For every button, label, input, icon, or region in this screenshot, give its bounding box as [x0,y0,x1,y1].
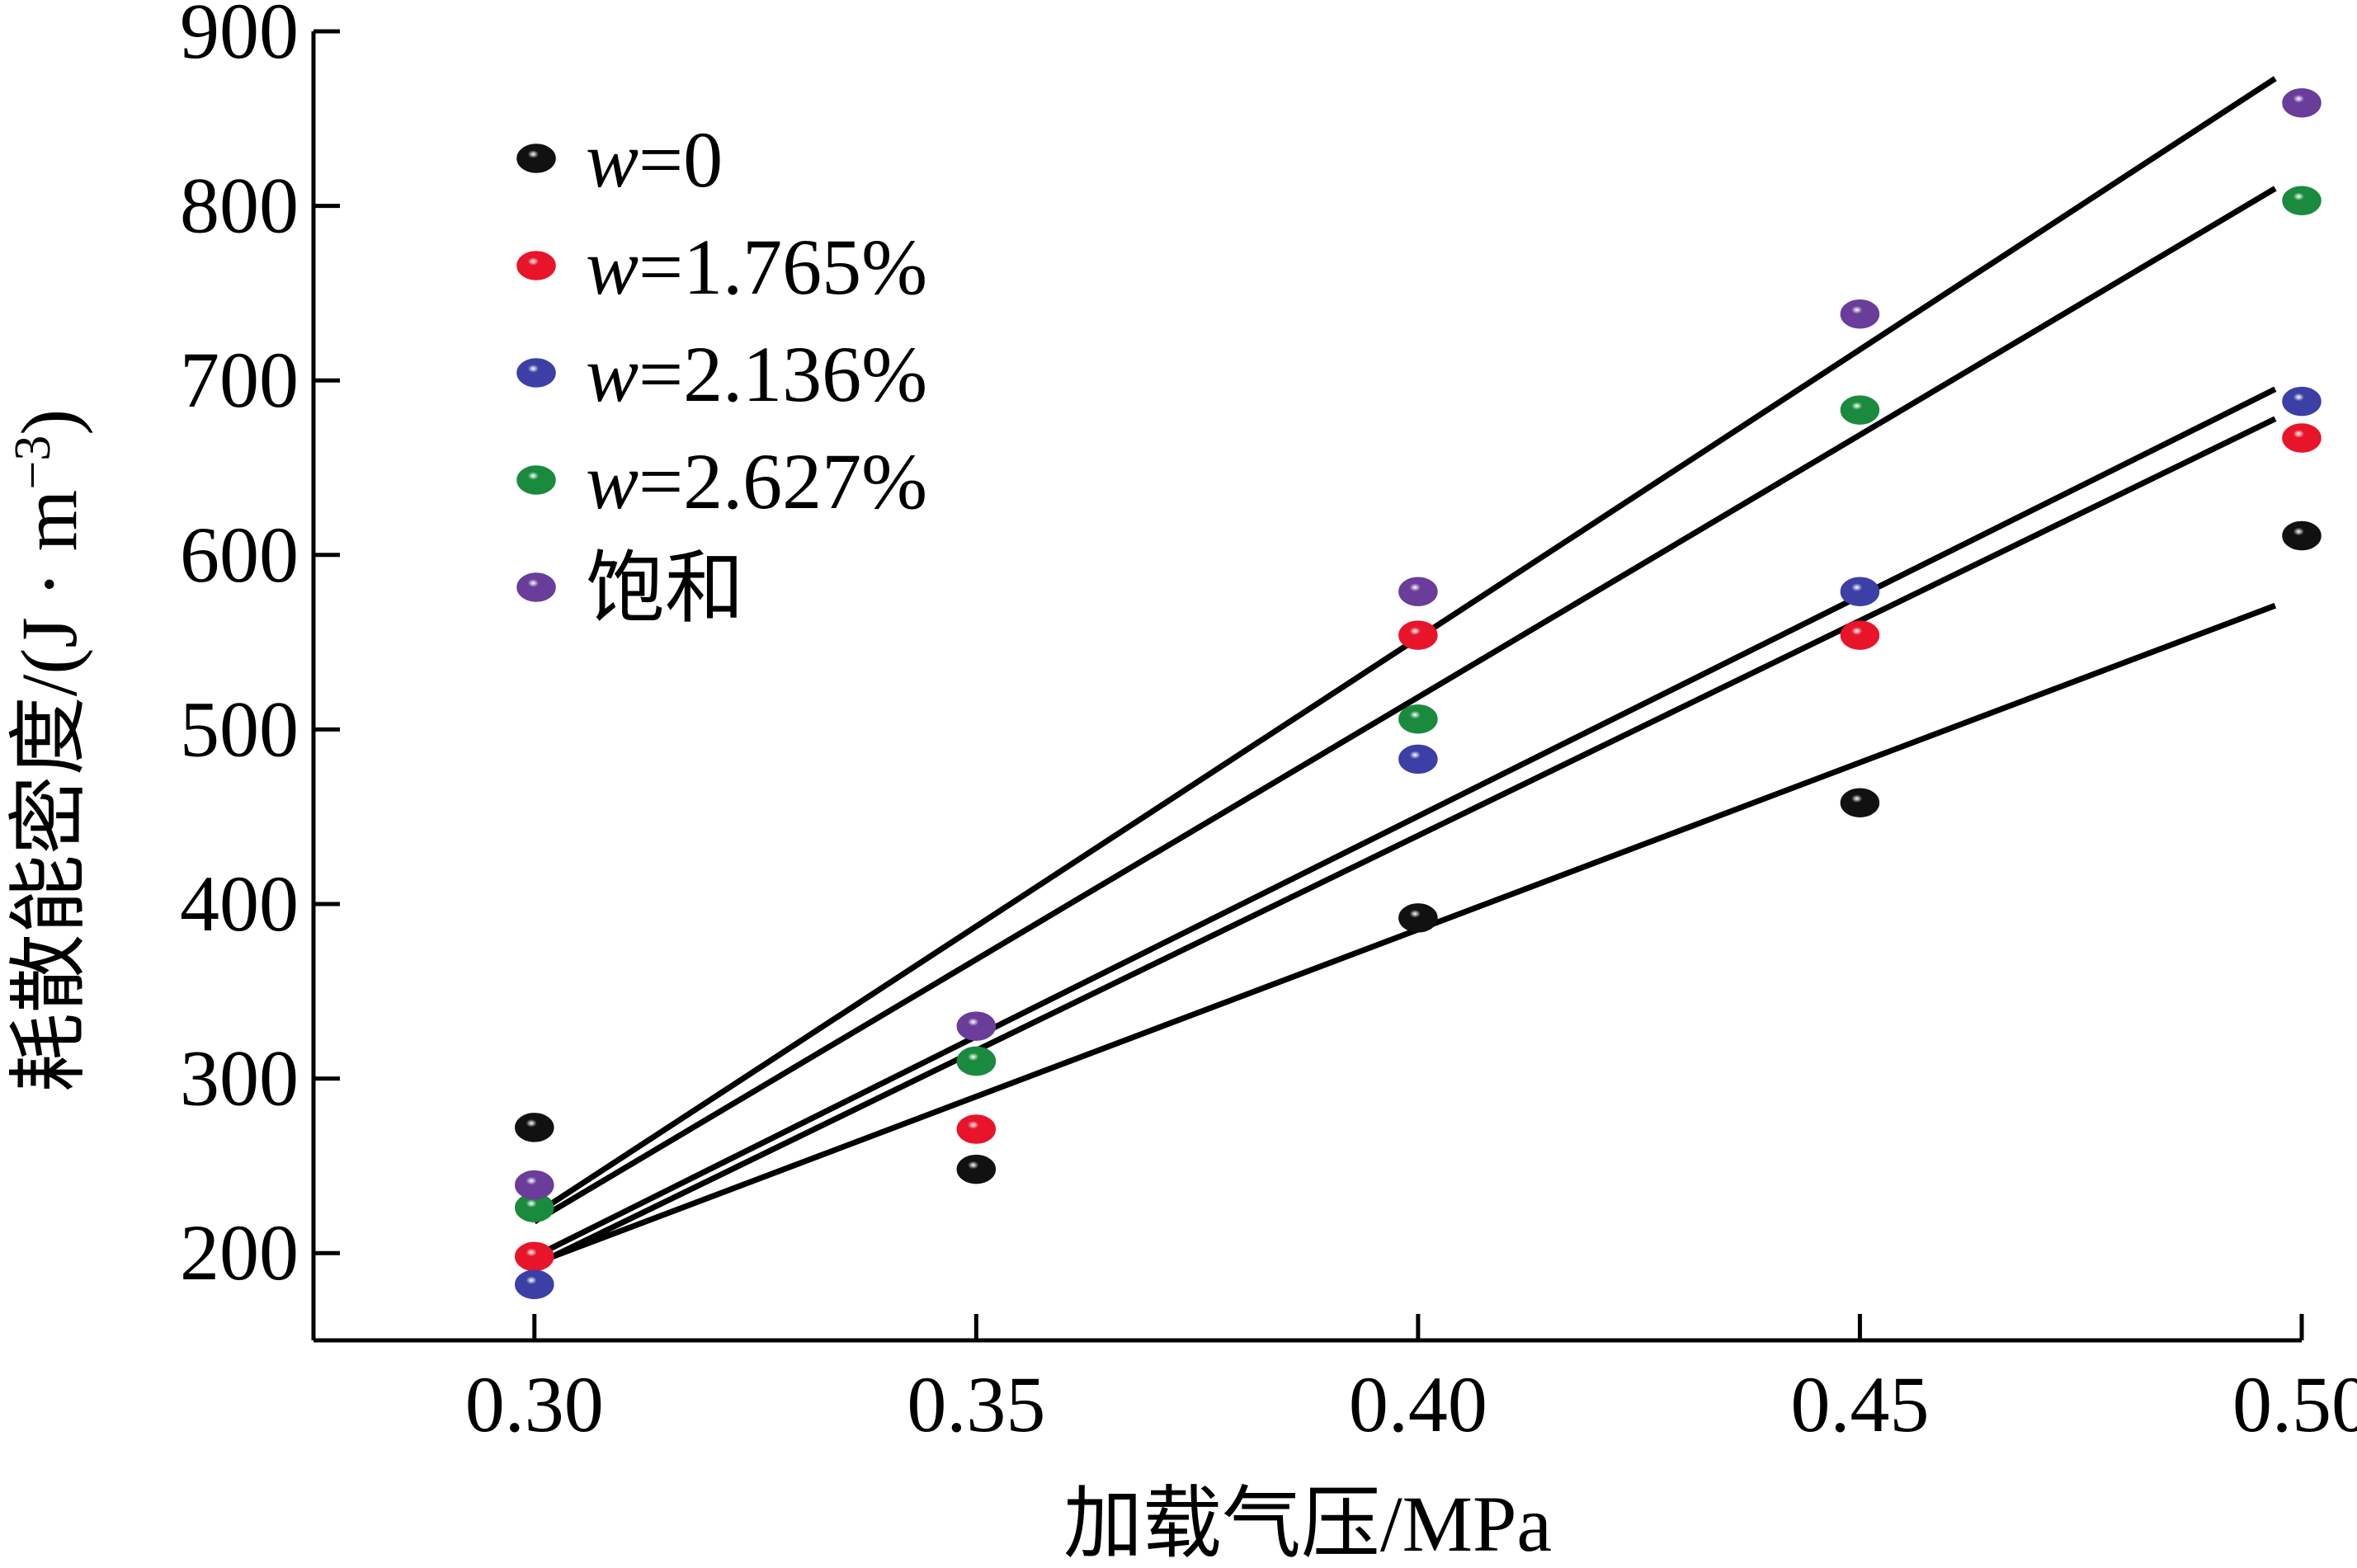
y-axis-title-main: 耗散能密度/(J · m [5,490,93,1093]
legend-label: w=2.627% [586,437,927,525]
data-point [2282,386,2322,417]
data-point [1840,788,1880,818]
fit-line [532,186,2277,1225]
data-point [956,1114,997,1144]
data-point [956,1011,997,1041]
legend-label-value: =1.765% [639,223,927,311]
fit-line [533,602,2277,1267]
data-point [1398,744,1438,775]
legend-label-value: =0 [639,115,723,204]
data-point [2282,520,2322,551]
fit-lines [532,76,2277,1269]
data-point [515,1170,554,1200]
axes: 200 300 400 500 600 700 800 900 0.30 0.35 0.40 0.45… [180,0,2357,1448]
data-point [1398,620,1438,650]
data-point [515,1269,554,1300]
legend-label: w=2.136% [586,330,927,418]
legend-label: w=0 [586,115,723,204]
legend-label: 饱和 [586,544,744,633]
x-tick-label: 0.45 [1790,1360,1929,1448]
y-tick-label: 600 [180,511,299,599]
data-point [2282,186,2322,216]
legend: w=0w=1.765%w=2.136%w=2.627%饱和 [516,115,927,633]
x-tick-label: 0.40 [1349,1360,1487,1448]
y-axis-title-close: ) [5,409,93,436]
data-point [1840,299,1880,329]
y-tick-label: 400 [180,859,299,948]
x-tick-label: 0.50 [2232,1360,2357,1448]
legend-label-variable: w [586,115,639,204]
data-point [1398,704,1438,734]
data-point [956,1154,997,1184]
x-tick-label: 0.30 [465,1360,604,1448]
fit-line [533,416,2277,1269]
legend-label-variable: w [586,437,639,525]
legend-marker [516,465,556,495]
y-tick-label: 800 [180,162,299,250]
y-tick-label: 500 [180,685,299,773]
y-tick-label: 300 [180,1034,299,1123]
data-point [956,1046,997,1076]
x-axis-title: 加载气压/MPa [1063,1480,1552,1568]
y-tick-label: 200 [180,1208,299,1297]
data-point [1840,395,1880,425]
legend-label-variable: w [586,330,639,418]
data-points [515,88,2322,1300]
legend-marker [516,572,556,602]
data-point [1398,903,1438,933]
fit-line [532,76,2277,1217]
y-axis-title-sup: −3 [5,436,61,490]
data-point [1398,577,1438,606]
legend-label-value: =2.136% [639,330,927,418]
fit-line [533,386,2277,1260]
y-tick-label: 900 [180,0,299,75]
legend-marker [516,251,556,280]
legend-label: w=1.765% [586,223,927,311]
legend-marker [516,358,556,388]
data-point [515,1241,554,1272]
legend-label-value: =2.627% [639,437,927,525]
legend-label-value: 饱和 [586,544,744,633]
y-axis-title: 耗散能密度/(J · m−3) [5,409,93,1093]
data-point [2282,88,2322,118]
legend-marker [516,144,556,173]
x-tick-label: 0.35 [907,1360,1045,1448]
y-tick-label: 700 [180,336,299,424]
data-point [2282,423,2322,453]
data-point [1840,620,1880,650]
data-point [515,1113,554,1142]
data-point [1840,577,1880,606]
legend-label-variable: w [586,223,639,311]
